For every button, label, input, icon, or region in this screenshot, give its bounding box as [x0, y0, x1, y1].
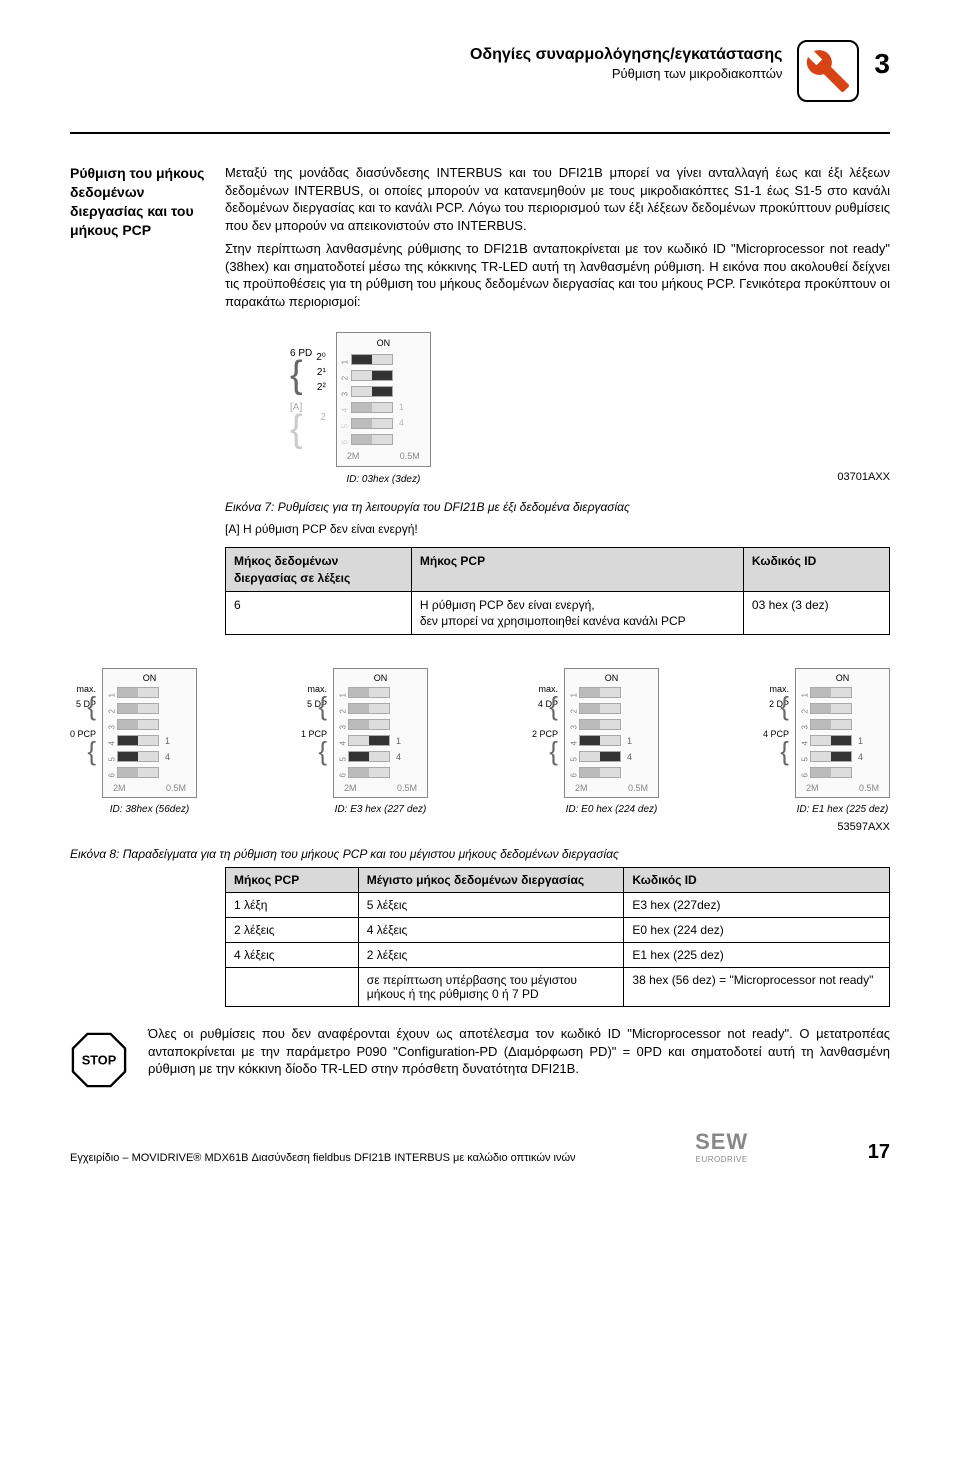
main-section: Ρύθμιση του μήκους δεδομένων διεργασίας … [70, 164, 890, 653]
table-2: Μήκος PCP Μέγιστο μήκος δεδομένων διεργα… [225, 867, 890, 1007]
stop-icon: STOP [70, 1031, 128, 1089]
fig7-note: [A] Η ρύθμιση PCP δεν είναι ενεργή! [225, 521, 890, 537]
paragraph-2: Στην περίπτωση λανθασμένης ρύθμισης το D… [225, 240, 890, 310]
t2-h3: Κωδικός ID [624, 868, 890, 893]
section-body: Μεταξύ της μονάδας διασύνδεσης INTERBUS … [225, 164, 890, 653]
paragraph-1: Μεταξύ της μονάδας διασύνδεσης INTERBUS … [225, 164, 890, 234]
svg-text:STOP: STOP [82, 1053, 117, 1068]
t2-h2: Μέγιστο μήκος δεδομένων διεργασίας [358, 868, 624, 893]
footer-doc-title: Εγχειρίδιο – MOVIDRIVE® MDX61B Διασύνδεσ… [70, 1152, 576, 1164]
fig7-caption: Εικόνα 7: Ρυθμίσεις για τη λειτουργία το… [225, 499, 890, 515]
dip-block-2: max. 4 DP { 2 PCP { ON 1 2 3 41 54 6 2M0… [532, 668, 659, 815]
dip7-box: ON 1 2 3 41 54 6 2M0.5M [336, 332, 431, 466]
page-number: 17 [868, 1141, 890, 1164]
chapter-number: 3 [874, 40, 890, 80]
fig8-caption: Εικόνα 8: Παραδείγματα για τη ρύθμιση το… [70, 847, 890, 861]
figure-7-dip: 6 PD { [A] { 2⁰ 2¹ 2² 2 [290, 332, 890, 486]
dip7-id: ID: 03hex (3dez) [336, 473, 431, 487]
table-row: 2 λέξεις4 λέξειςE0 hex (224 dez) [226, 918, 890, 943]
stop-text: Όλες οι ρυθμίσεις που δεν αναφέρονται έχ… [148, 1025, 890, 1078]
wrench-icon [797, 40, 859, 102]
figure-8-dips: max. 5 DP { 0 PCP { ON 1 2 3 41 54 6 2M0… [70, 668, 890, 815]
fig8-code: 53597AXX [70, 821, 890, 833]
dip-block-0: max. 5 DP { 0 PCP { ON 1 2 3 41 54 6 2M0… [70, 668, 197, 815]
table-row: 6 Η ρύθμιση PCP δεν είναι ενεργή, δεν μπ… [226, 591, 890, 634]
header-text: Οδηγίες συναρμολόγησης/εγκατάστασης Ρύθμ… [470, 40, 782, 81]
footer-brand: SEW EURODRIVE [695, 1129, 748, 1164]
dip-block-3: max. 2 DP { 4 PCP { ON 1 2 3 41 54 6 2M0… [763, 668, 890, 815]
t1-h3: Κωδικός ID [743, 548, 889, 591]
table-row: σε περίπτωση υπέρβασης του μέγιστου μήκο… [226, 968, 890, 1007]
header-rule [70, 132, 890, 134]
table-row: 4 λέξεις2 λέξειςE1 hex (225 dez) [226, 943, 890, 968]
dip-block-1: max. 5 DP { 1 PCP { ON 1 2 3 41 54 6 2M0… [301, 668, 428, 815]
table-1: Μήκος δεδομένων διεργασίας σε λέξεις Μήκ… [225, 547, 890, 635]
dip7-left-labels: 6 PD { [A] { 2⁰ 2¹ 2² 2 [290, 332, 326, 442]
t2-h1: Μήκος PCP [226, 868, 359, 893]
fig7-code: 03701AXX [225, 470, 890, 485]
page-header: Οδηγίες συναρμολόγησης/εγκατάστασης Ρύθμ… [70, 40, 890, 102]
t1-h1: Μήκος δεδομένων διεργασίας σε λέξεις [226, 548, 412, 591]
header-subtitle: Ρύθμιση των μικροδιακοπτών [470, 66, 782, 81]
header-title: Οδηγίες συναρμολόγησης/εγκατάστασης [470, 46, 782, 64]
stop-notice: STOP Όλες οι ρυθμίσεις που δεν αναφέροντ… [70, 1025, 890, 1089]
table-row: 1 λέξη5 λέξειςE3 hex (227dez) [226, 893, 890, 918]
section-side-title: Ρύθμιση του μήκους δεδομένων διεργασίας … [70, 164, 205, 653]
page-footer: Εγχειρίδιο – MOVIDRIVE® MDX61B Διασύνδεσ… [70, 1129, 890, 1164]
t1-h2: Μήκος PCP [411, 548, 743, 591]
